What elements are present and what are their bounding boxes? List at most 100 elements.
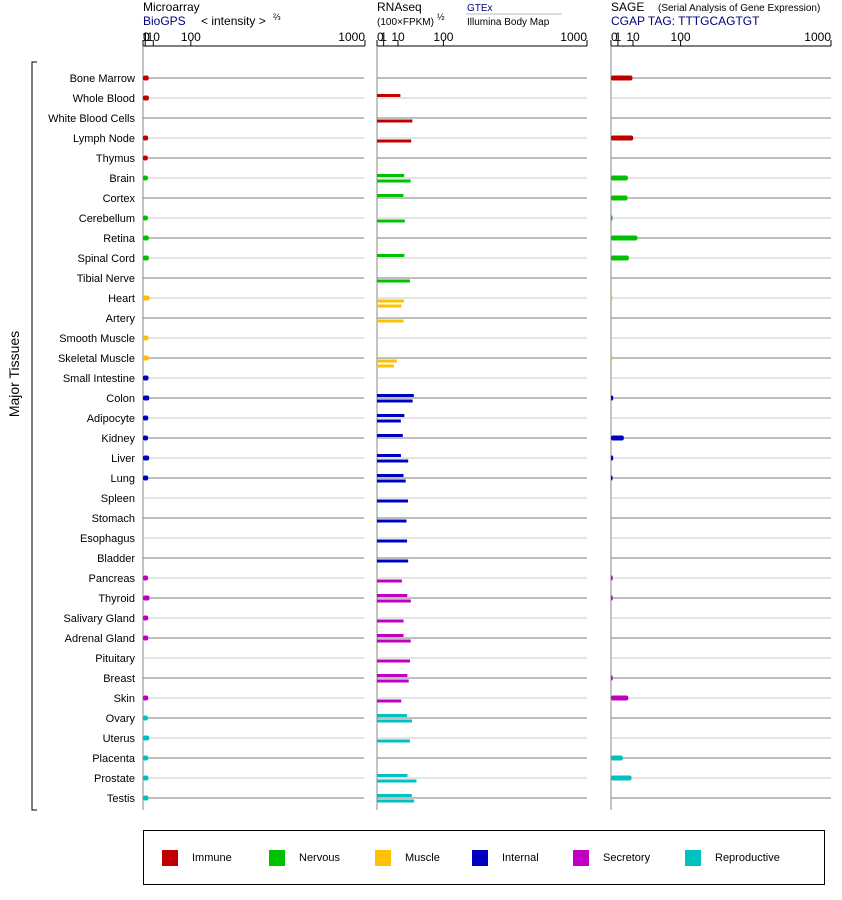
tick-label: 1 [380,30,387,44]
sage-bar [611,255,629,261]
rnaseq-gtex-bar [377,394,414,397]
legend-swatch [685,850,701,866]
rnaseq-ibm-bar [377,639,411,643]
tick-label: 1 [615,30,622,44]
rnaseq-gtex-bar [377,474,404,477]
sage-bar [611,75,633,81]
tissue-label: Whole Blood [73,93,135,105]
y-axis-label: Major Tissues [6,331,22,417]
tissue-label: Uterus [103,733,136,745]
legend-item-secretory: Secretory [573,850,650,866]
tissue-label: Spinal Cord [78,253,135,265]
tick-label: 1000 [804,30,831,44]
rnaseq-ibm-bar [377,219,405,223]
microarray-bar [143,735,150,741]
rnaseq-ibm-bar [377,799,415,803]
rnaseq-ibm-bar [377,359,397,363]
sage-subtitle: (Serial Analysis of Gene Expression) [658,3,820,14]
rnaseq-ibm-bar [377,539,408,543]
tissue-label: Smooth Muscle [59,333,135,345]
tissue-label: Breast [103,673,135,685]
microarray-bar [143,75,149,81]
row-lines [143,77,831,799]
tick-label: 0 [611,30,618,44]
microarray-bar [143,795,149,801]
tissue-label: Skin [114,693,135,705]
legend-label: Internal [502,852,539,864]
tissue-label: Pituitary [95,653,135,665]
rnaseq-gtex-bar [377,254,405,257]
tissue-label: Ovary [106,713,136,725]
tick-label: 100 [671,30,691,44]
microarray-bar [143,155,148,161]
tissue-label: Bladder [97,553,135,565]
tick-label: 10 [626,30,640,44]
rnaseq-ibm-bar [377,719,413,723]
tick-label: 100 [433,30,453,44]
rnaseq-gtex-bar [377,634,404,637]
tissue-label: Bone Marrow [70,73,135,85]
microarray-bar [143,435,149,441]
tissue-label: Prostate [94,773,135,785]
legend-swatch [472,850,488,866]
rnaseq-gtex-bar [377,194,404,197]
tissue-label: Tibial Nerve [77,273,135,285]
legend-item-muscle: Muscle [375,850,440,866]
legend-label: Immune [192,852,232,864]
sage-bar [611,695,629,701]
rnaseq-ibm-bar [377,699,402,703]
rnaseq-gtex-bar [377,454,401,457]
sage-bar [611,175,628,181]
sage-bar [611,475,613,481]
legend: Immune Nervous Muscle Internal Secretory Repr… [143,830,825,885]
legend-swatch [269,850,285,866]
sage-bar [611,215,613,221]
tick-label: 0 [377,30,384,44]
legend-item-nervous: Nervous [269,850,340,866]
sage-bar [611,755,623,761]
rnaseq-gtex-bar [377,174,405,177]
tissue-label: Cortex [103,193,136,205]
rnaseq-gtex-bar [377,434,403,437]
tissue-label: Small Intestine [63,373,135,385]
bars [143,75,638,803]
sage-bar [611,235,638,241]
tick-label: 1000 [338,30,365,44]
legend-label: Secretory [603,852,651,864]
microarray-bar [143,415,149,421]
tissue-label: Retina [103,233,136,245]
tissue-label: Thymus [96,153,136,165]
rnaseq-ibm-bar [377,479,406,483]
rnaseq-ibm-bar [377,519,407,523]
tick-label: 10 [147,30,161,44]
legend-swatch [162,850,178,866]
rnaseq-gtex-bar [377,714,407,717]
tissue-label: Testis [107,793,136,805]
rnaseq-ibm-bar [377,779,417,783]
sage-title: SAGE [611,0,644,14]
tissue-label: Placenta [92,753,136,765]
tissue-label: Liver [111,453,135,465]
tick-label: 1 [142,30,149,44]
rnaseq-ibm-bar [377,599,411,603]
rnaseq-unit: (100×FPKM) [377,17,434,28]
rnaseq-ibm-bar [377,419,401,423]
rnaseq-ibm-bar [377,579,402,583]
illumina-label: Illumina Body Map [467,17,550,28]
microarray-bar [143,715,148,721]
sage-bar [611,435,624,441]
legend-swatch [375,850,391,866]
tissue-label: White Blood Cells [48,113,135,125]
rnaseq-ibm-bar [377,459,409,463]
gtex-label: GTEx [467,3,493,14]
sage-bar [611,675,613,681]
sage-tag: CGAP TAG: TTTGCAGTGT [611,14,760,28]
rnaseq-ibm-bar [377,319,404,323]
sage-bar [611,575,613,581]
legend-item-internal: Internal [472,850,539,866]
tissue-label: Brain [109,173,135,185]
tissue-label: Esophagus [80,533,136,545]
microarray-bar [143,235,149,241]
